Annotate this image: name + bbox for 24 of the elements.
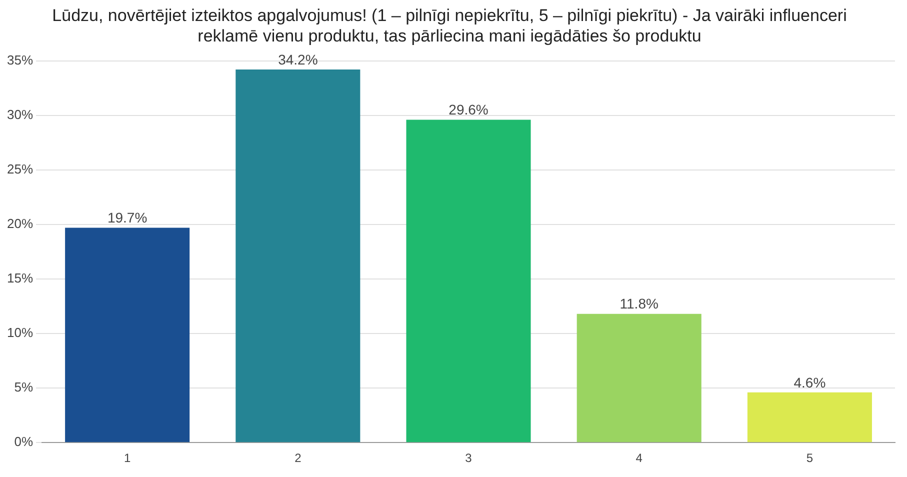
bar bbox=[236, 70, 360, 442]
x-tick-label: 2 bbox=[294, 451, 302, 466]
data-label: 19.7% bbox=[107, 210, 148, 226]
y-tick-label: 20% bbox=[6, 216, 34, 232]
y-tick-label: 25% bbox=[6, 161, 34, 176]
x-tick-label: 1 bbox=[124, 451, 131, 466]
data-label: 34.2% bbox=[278, 51, 318, 68]
y-tick-label: 15% bbox=[6, 270, 34, 286]
data-label: 4.6% bbox=[794, 374, 826, 390]
chart-title: Lūdzu, novērtējiet izteiktos apgalvojumus! (1 – pilnīgi nepiekrītu, 5 – pilnīgi piekrītu) - Ja vairāki influenceri reklamē vienu produktu, tas pārliecina mani iegādāties šo produktu bbox=[52, 6, 847, 46]
x-tick-label: 3 bbox=[465, 451, 472, 466]
y-tick-label: 0% bbox=[14, 434, 34, 450]
x-tick-label: 4 bbox=[636, 451, 643, 466]
bar bbox=[576, 314, 702, 442]
y-tick-label: 35% bbox=[6, 52, 34, 68]
data-label: 11.8% bbox=[620, 296, 658, 312]
y-tick-label: 10% bbox=[6, 325, 34, 340]
bar bbox=[406, 120, 531, 442]
y-tick-label: 5% bbox=[14, 380, 34, 395]
bar bbox=[65, 228, 190, 442]
data-label: 29.6% bbox=[448, 102, 488, 118]
bar bbox=[747, 392, 872, 442]
y-tick-label: 30% bbox=[6, 106, 34, 122]
x-tick-label: 5 bbox=[806, 451, 814, 466]
